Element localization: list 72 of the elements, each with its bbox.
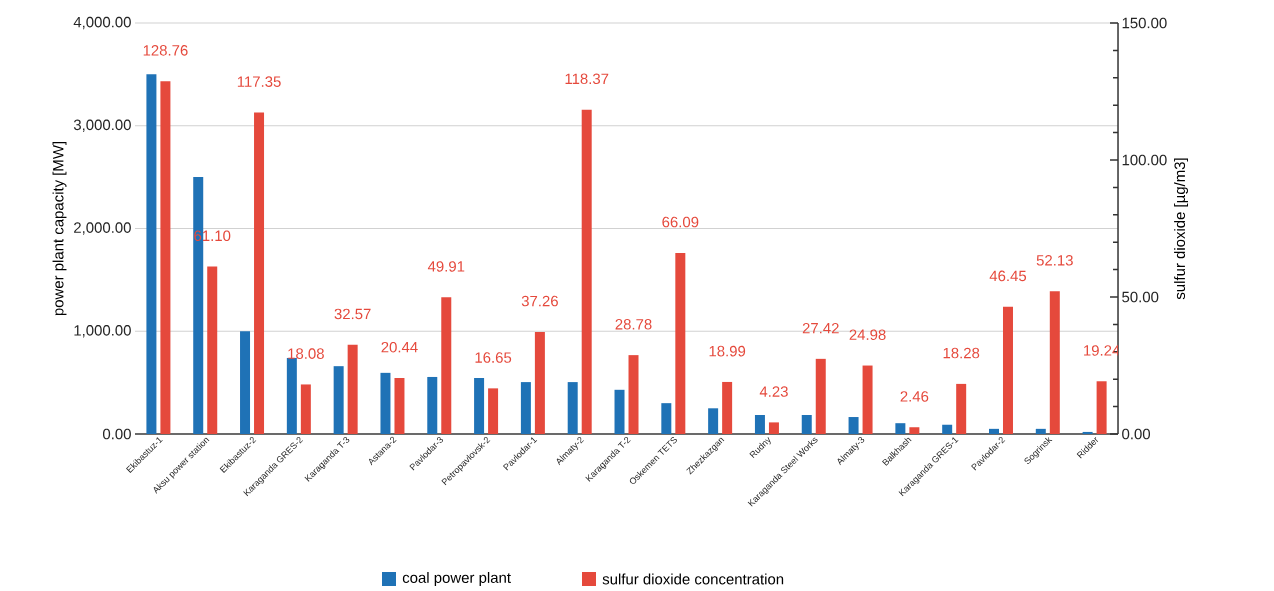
bar: [240, 331, 251, 434]
data-label: 2.46: [900, 391, 929, 402]
bar: [862, 365, 873, 434]
legend-label: coal power plant: [402, 572, 511, 586]
bar: [754, 414, 765, 434]
bar: [534, 331, 545, 434]
bar: [909, 427, 920, 434]
bar: [347, 344, 358, 434]
bar: [628, 355, 639, 434]
bar: [768, 422, 779, 434]
bar: [146, 74, 157, 434]
data-label: 128.76: [143, 45, 188, 56]
data-label: 18.28: [943, 347, 980, 359]
data-label: 18.08: [288, 348, 324, 359]
bar: [520, 382, 531, 434]
data-label: 24.98: [849, 329, 886, 341]
bar: [661, 403, 672, 434]
bar: [474, 377, 485, 434]
data-label: 27.42: [802, 322, 839, 334]
y-tick-label: 3,000.00: [73, 119, 131, 132]
y-tick-label: 1,000.00: [74, 325, 131, 338]
bar: [815, 358, 826, 434]
data-label: 117.35: [237, 76, 281, 87]
bar: [567, 382, 578, 434]
bar: [722, 381, 733, 434]
bar: [254, 112, 265, 434]
y-tick-label: 4,000.00: [73, 16, 131, 30]
legend-label: sulfur dioxide concentration: [602, 573, 784, 585]
bar: [380, 372, 391, 434]
bar: [801, 414, 812, 434]
bar: [300, 384, 311, 434]
bar: [286, 357, 297, 434]
bar: [708, 408, 719, 434]
bar: [895, 423, 906, 434]
data-label: 66.09: [662, 216, 699, 228]
y2-tick-label: 0.00: [1122, 428, 1151, 440]
bar: [581, 109, 592, 434]
bar: [160, 81, 171, 434]
y2-axis-title: sulfur dioxide [µg/m3]: [1174, 158, 1188, 300]
bar: [614, 389, 625, 434]
y-axis-title: power plant capacity [MW]: [52, 141, 67, 316]
bar: [848, 417, 859, 434]
bar: [441, 297, 452, 434]
bar: [488, 388, 499, 434]
data-label: 16.65: [475, 352, 512, 363]
data-label: 28.78: [615, 319, 652, 330]
y2-tick-label: 100.00: [1122, 154, 1167, 166]
data-label: 46.45: [989, 270, 1027, 282]
bar: [1049, 291, 1060, 434]
data-label: 37.26: [521, 295, 558, 307]
data-label: 118.37: [565, 73, 609, 85]
y-tick-label: 2,000.00: [74, 222, 131, 235]
bar: [207, 266, 218, 434]
bar: [1096, 381, 1107, 434]
data-label: 18.99: [709, 345, 746, 357]
bar: [942, 424, 953, 434]
bar: [427, 376, 438, 434]
bar: [333, 366, 344, 434]
data-label: 49.91: [427, 261, 465, 272]
y2-tick-label: 150.00: [1122, 17, 1167, 29]
y2-tick-label: 50.00: [1122, 291, 1159, 303]
bar: [1035, 428, 1046, 434]
data-label: 32.57: [334, 308, 371, 320]
data-label: 20.44: [381, 341, 418, 353]
bar: [988, 428, 999, 434]
bar: [956, 383, 967, 434]
bar: [1002, 306, 1013, 434]
bar: [394, 377, 405, 434]
bar: [1082, 431, 1093, 434]
data-label: 52.13: [1036, 255, 1073, 266]
bar: [675, 252, 686, 434]
data-label: 4.23: [759, 386, 788, 397]
